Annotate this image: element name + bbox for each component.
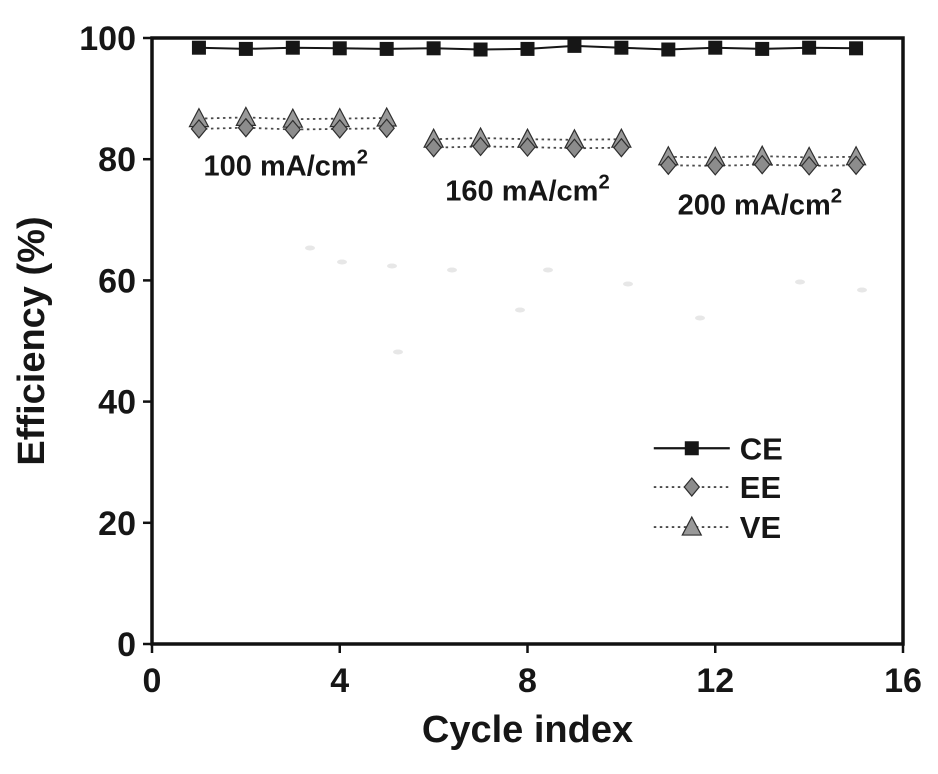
series-line-ve xyxy=(198,116,387,121)
annotation-current-density-1: 100 mA/cm2 xyxy=(204,146,368,182)
annotation-current-density-3: 200 mA/cm2 xyxy=(678,186,842,222)
data-point-ce-cycle-13 xyxy=(755,41,770,56)
scan-noise-speck xyxy=(305,245,315,251)
legend-label-ee: EE xyxy=(740,470,781,505)
annotation-current-density-2: 160 mA/cm2 xyxy=(445,172,609,208)
y-axis-tick-label: 40 xyxy=(98,384,136,422)
data-point-ce-cycle-7 xyxy=(473,42,488,57)
x-axis-tick-label: 4 xyxy=(330,662,349,700)
x-axis-tick-label: 0 xyxy=(143,662,162,700)
legend-marker-ee xyxy=(683,477,701,497)
scan-noise-speck xyxy=(337,259,347,265)
scan-noise-speck xyxy=(795,279,805,285)
data-point-ce-cycle-3 xyxy=(285,40,300,55)
data-point-ce-cycle-2 xyxy=(238,41,253,56)
data-point-ce-cycle-4 xyxy=(332,41,347,56)
series-line-ee xyxy=(433,145,622,150)
data-point-ce-cycle-10 xyxy=(614,40,629,55)
y-axis-tick-label: 20 xyxy=(98,505,136,543)
data-point-ee-cycle-12 xyxy=(706,155,724,176)
data-point-ee-cycle-10 xyxy=(613,137,630,158)
data-point-ee-cycle-4 xyxy=(331,118,349,139)
data-point-ce-cycle-8 xyxy=(520,41,535,56)
series-line-ee xyxy=(668,163,857,167)
y-axis-tick-label: 60 xyxy=(98,262,136,300)
series-line-ee xyxy=(198,126,387,131)
y-axis-title: Efficiency (%) xyxy=(11,216,53,465)
y-axis-tick-label: 100 xyxy=(79,20,136,58)
x-axis-tick-label: 16 xyxy=(884,662,922,700)
x-axis-tick-label: 12 xyxy=(696,662,734,700)
data-point-ce-cycle-12 xyxy=(708,40,723,55)
scan-noise-speck xyxy=(857,287,867,293)
data-point-ee-cycle-13 xyxy=(753,154,771,175)
data-point-ee-cycle-11 xyxy=(660,155,677,176)
x-axis-tick-label: 8 xyxy=(518,662,537,700)
series-line-ve xyxy=(433,137,622,141)
scan-noise-speck xyxy=(447,267,457,273)
data-point-ee-cycle-1 xyxy=(190,118,208,139)
data-point-ce-cycle-14 xyxy=(802,40,817,55)
legend-label-ve: VE xyxy=(740,510,781,545)
data-point-ee-cycle-15 xyxy=(847,155,865,176)
scan-noise-speck xyxy=(623,281,633,287)
series-line-ve xyxy=(668,155,857,159)
legend-marker-ve xyxy=(681,515,703,536)
data-point-ee-cycle-5 xyxy=(378,118,395,139)
scan-noise-speck xyxy=(543,267,553,273)
scan-noise-speck xyxy=(695,315,705,321)
x-axis-title: Cycle index xyxy=(422,709,633,751)
data-point-ce-cycle-6 xyxy=(426,41,441,56)
y-axis-tick-label: 0 xyxy=(117,626,136,664)
scan-noise-speck xyxy=(387,263,397,269)
data-point-ee-cycle-3 xyxy=(284,119,302,140)
scan-noise-speck xyxy=(393,349,403,355)
legend-label-ce: CE xyxy=(740,431,783,466)
data-point-ce-cycle-11 xyxy=(661,42,676,57)
data-point-ee-cycle-14 xyxy=(800,155,818,176)
y-axis-tick-label: 80 xyxy=(98,141,136,179)
data-point-ee-cycle-9 xyxy=(566,138,583,159)
data-point-ce-cycle-5 xyxy=(379,41,394,56)
data-point-ee-cycle-8 xyxy=(519,137,536,158)
data-point-ce-cycle-1 xyxy=(191,40,206,55)
legend-marker-ce xyxy=(684,441,699,456)
data-point-ee-cycle-7 xyxy=(472,136,489,157)
data-point-ee-cycle-6 xyxy=(425,137,442,158)
data-point-ee-cycle-2 xyxy=(237,117,255,138)
scan-noise-speck xyxy=(515,307,525,313)
data-point-ce-cycle-15 xyxy=(849,41,864,56)
data-point-ce-cycle-9 xyxy=(567,38,582,53)
